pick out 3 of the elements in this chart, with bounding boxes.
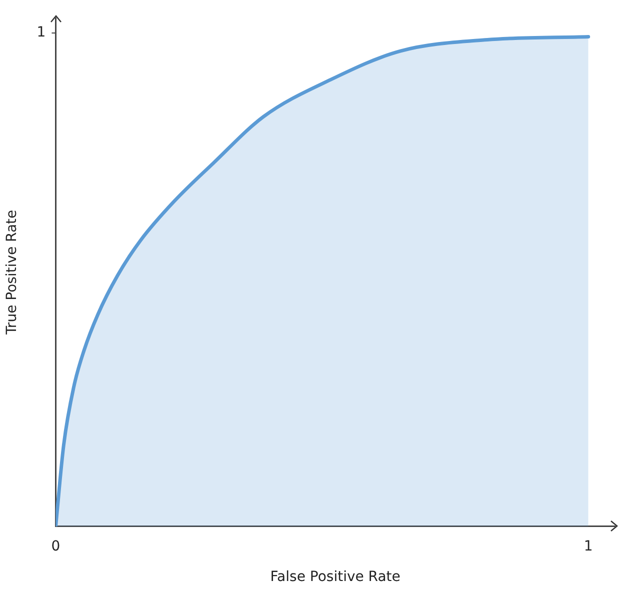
x-tick-label: 0 xyxy=(51,538,60,554)
x-axis-title: False Positive Rate xyxy=(270,569,400,586)
y-axis-title: True Positive Rate xyxy=(4,210,20,336)
